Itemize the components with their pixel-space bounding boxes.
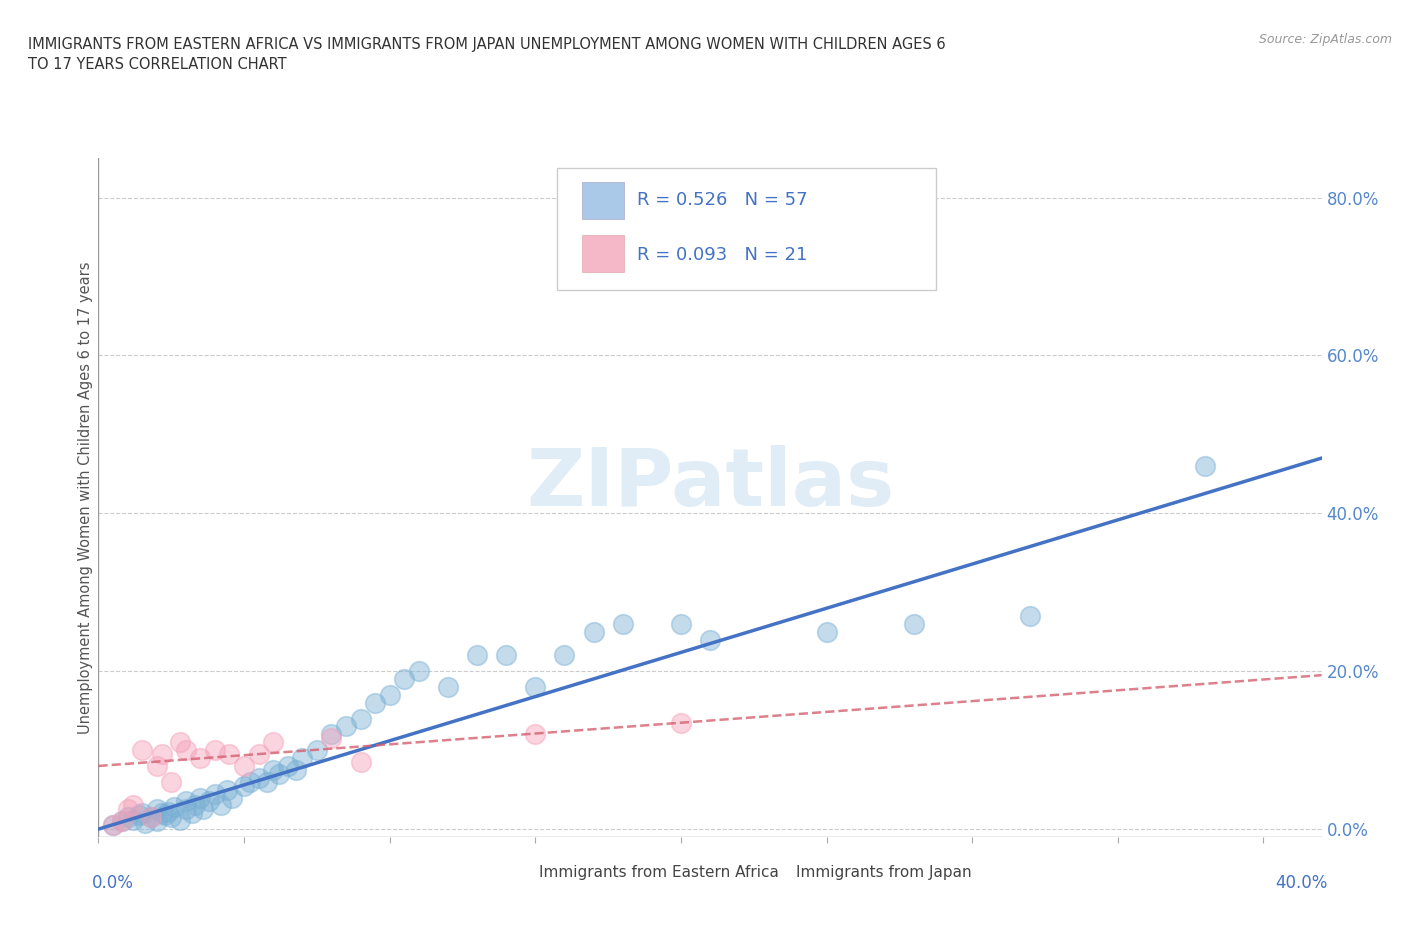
Point (524, 727, 547, 742)
Point (291, 751, 314, 765)
Point (669, 715, 692, 730)
Text: Source: ZipAtlas.com: Source: ZipAtlas.com (1258, 33, 1392, 46)
Point (247, 747, 270, 762)
FancyBboxPatch shape (582, 182, 624, 219)
Point (117, 810, 139, 825)
Point (152, 747, 174, 762)
Text: R = 0.526   N = 57: R = 0.526 N = 57 (637, 192, 807, 209)
Point (1194, 458, 1216, 473)
Point (815, 624, 838, 639)
Point (204, 743, 226, 758)
Point (233, 778, 256, 793)
Point (903, 617, 925, 631)
Point (174, 743, 197, 758)
Point (193, 802, 215, 817)
Point (160, 810, 183, 825)
Point (204, 786, 226, 801)
Point (157, 804, 180, 819)
Y-axis label: Unemployment Among Women with Children Ages 6 to 17 years: Unemployment Among Women with Children A… (77, 261, 93, 734)
Point (262, 735, 284, 750)
FancyBboxPatch shape (759, 864, 790, 881)
Text: ZIPatlas: ZIPatlas (526, 445, 894, 523)
Point (256, 775, 278, 790)
Point (163, 800, 186, 815)
Point (335, 719, 357, 734)
FancyBboxPatch shape (502, 864, 533, 881)
Point (218, 747, 240, 762)
Point (169, 812, 191, 827)
Point (277, 759, 299, 774)
Point (349, 754, 371, 769)
Point (180, 806, 202, 821)
Point (128, 807, 150, 822)
Point (188, 790, 212, 805)
Text: R = 0.093   N = 21: R = 0.093 N = 21 (637, 246, 807, 263)
Point (321, 727, 343, 742)
Point (183, 798, 205, 813)
Point (117, 802, 139, 817)
Point (209, 798, 232, 813)
FancyBboxPatch shape (582, 234, 624, 272)
Point (134, 816, 156, 830)
Point (101, 817, 124, 832)
Point (131, 806, 153, 821)
Point (1019, 608, 1042, 623)
Point (349, 711, 371, 726)
Point (321, 731, 343, 746)
Point (122, 798, 145, 813)
Text: Immigrants from Eastern Africa: Immigrants from Eastern Africa (538, 866, 779, 881)
Point (612, 617, 634, 631)
Point (465, 648, 488, 663)
Text: IMMIGRANTS FROM EASTERN AFRICA VS IMMIGRANTS FROM JAPAN UNEMPLOYMENT AMONG WOMEN: IMMIGRANTS FROM EASTERN AFRICA VS IMMIGR… (28, 37, 946, 72)
Point (392, 671, 416, 686)
FancyBboxPatch shape (557, 168, 936, 290)
Point (437, 680, 460, 695)
Point (174, 802, 197, 817)
Point (152, 806, 174, 821)
Point (111, 814, 134, 829)
Point (215, 782, 238, 797)
Point (111, 814, 134, 829)
Point (221, 790, 243, 805)
Point (145, 759, 167, 774)
Point (122, 812, 145, 827)
Point (262, 763, 284, 777)
Point (131, 743, 153, 758)
Point (582, 624, 605, 639)
Point (233, 759, 256, 774)
Text: Immigrants from Japan: Immigrants from Japan (796, 866, 972, 881)
Point (378, 687, 401, 702)
Point (495, 648, 517, 663)
Point (285, 763, 308, 777)
Point (408, 664, 430, 679)
Point (247, 770, 270, 785)
Point (139, 810, 162, 825)
Point (155, 807, 177, 822)
Point (364, 696, 387, 711)
Text: 0.0%: 0.0% (93, 874, 134, 893)
Point (669, 617, 692, 631)
Point (198, 794, 221, 809)
Point (524, 680, 547, 695)
Point (139, 810, 162, 825)
Point (699, 632, 721, 647)
Point (145, 814, 167, 829)
Point (160, 775, 183, 790)
Point (101, 817, 124, 832)
Point (239, 775, 262, 790)
Point (169, 735, 191, 750)
Text: 40.0%: 40.0% (1275, 874, 1327, 893)
Point (174, 794, 197, 809)
Point (188, 751, 212, 765)
Point (305, 743, 328, 758)
Point (267, 766, 290, 781)
Point (553, 648, 575, 663)
Point (145, 802, 167, 817)
